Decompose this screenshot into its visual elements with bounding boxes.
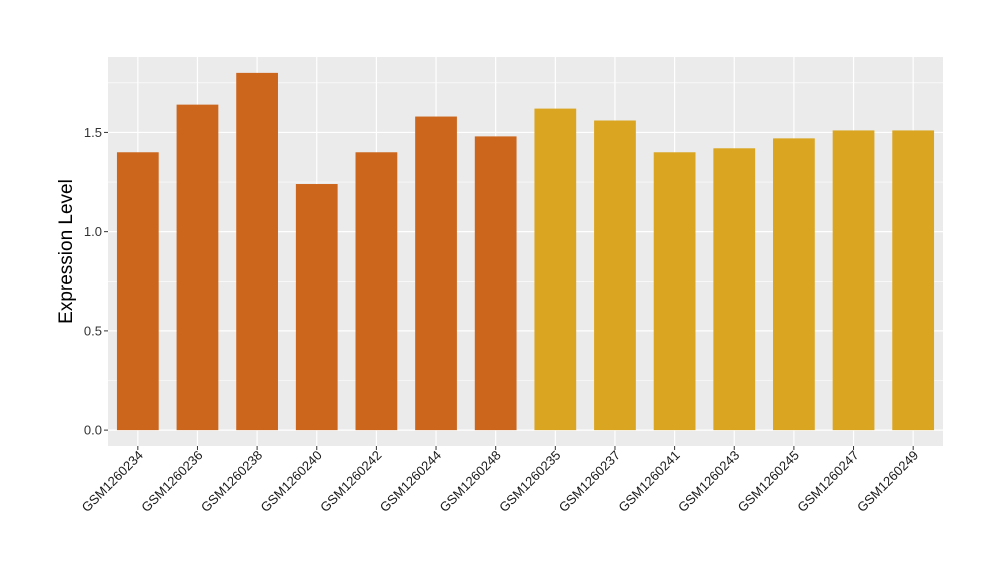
- bar-GSM1260241: [653, 152, 696, 431]
- x-tick-label: GSM1260237: [556, 448, 623, 515]
- bar-GSM1260238: [236, 72, 278, 431]
- bar-GSM1260240: [295, 184, 338, 431]
- bar-GSM1260243: [713, 148, 756, 431]
- bar-GSM1260235: [534, 108, 577, 431]
- x-tick-label: GSM1260249: [854, 448, 921, 515]
- y-tick-label: 1.5: [84, 125, 102, 140]
- x-tick-label: GSM1260244: [377, 448, 444, 515]
- x-tick-label: GSM1260248: [436, 448, 503, 515]
- bar-GSM1260234: [116, 152, 159, 431]
- bar-GSM1260245: [773, 138, 815, 431]
- bar-GSM1260247: [832, 130, 875, 431]
- bar-GSM1260248: [474, 136, 517, 431]
- x-tick-label: GSM1260245: [735, 448, 802, 515]
- y-axis-title: Expression Level: [56, 179, 77, 324]
- x-tick-label: GSM1260243: [675, 448, 742, 515]
- x-tick-label: GSM1260234: [79, 448, 146, 515]
- x-tick-label: GSM1260236: [138, 448, 205, 515]
- x-tick-label: GSM1260240: [258, 448, 325, 515]
- bar-GSM1260249: [892, 130, 935, 431]
- plot-panel: [108, 57, 943, 446]
- y-tick-label: 0.0: [84, 423, 102, 438]
- bars-group: [116, 72, 935, 431]
- x-axis-ticks: GSM1260234GSM1260236GSM1260238GSM1260240…: [79, 446, 921, 515]
- x-tick-label: GSM1260242: [317, 448, 384, 515]
- x-tick-label: GSM1260235: [496, 448, 563, 515]
- bar-GSM1260237: [594, 120, 636, 431]
- x-tick-label: GSM1260238: [198, 448, 265, 515]
- y-axis-ticks: 0.0 0.5 1.0 1.5: [84, 125, 108, 438]
- bar-GSM1260242: [355, 152, 398, 431]
- bar-GSM1260244: [415, 116, 457, 431]
- x-tick-label: GSM1260241: [615, 448, 682, 515]
- y-tick-label: 0.5: [84, 323, 102, 338]
- bar-GSM1260236: [176, 104, 219, 431]
- y-tick-label: 1.0: [84, 224, 102, 239]
- x-tick-label: GSM1260247: [794, 448, 861, 515]
